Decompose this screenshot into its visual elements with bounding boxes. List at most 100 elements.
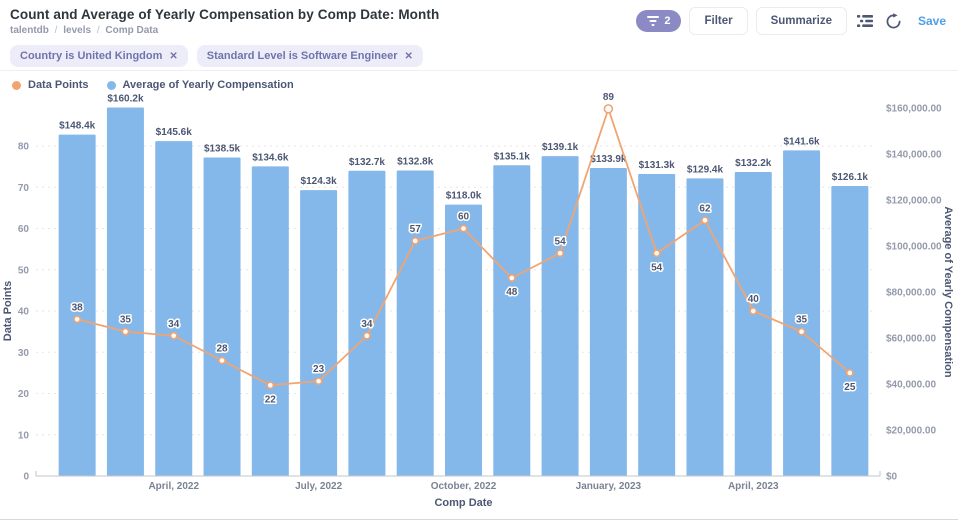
point-8[interactable] xyxy=(459,224,468,233)
right-tick-label: $60,000.00 xyxy=(886,334,936,345)
bar-7[interactable] xyxy=(396,170,434,476)
left-tick-label: 10 xyxy=(18,430,30,441)
bar-value-label: $135.1k xyxy=(494,151,531,162)
refresh-button[interactable] xyxy=(883,11,904,32)
bar-16[interactable] xyxy=(831,185,869,476)
point-0[interactable] xyxy=(73,315,82,324)
header: Count and Average of Yearly Compensation… xyxy=(0,0,958,76)
legend-label: Average of Yearly Compensation xyxy=(122,79,294,91)
bar-12[interactable] xyxy=(638,174,676,476)
summarize-button[interactable]: Summarize xyxy=(755,7,847,35)
right-tick-label: $40,000.00 xyxy=(886,380,936,391)
x-tick-label: April, 2023 xyxy=(728,481,779,492)
bar-15[interactable] xyxy=(783,150,821,476)
filter-chip-label: Standard Level is Software Engineer xyxy=(206,50,398,62)
bar-value-label: $118.0k xyxy=(446,191,482,202)
right-tick-label: $140,000.00 xyxy=(886,150,942,161)
point-16[interactable] xyxy=(845,368,854,377)
bar-value-label: $132.7k xyxy=(349,157,386,168)
chart-legend: Data Points Average of Yearly Compensati… xyxy=(12,79,294,91)
point-12[interactable] xyxy=(652,249,661,258)
left-tick-label: 80 xyxy=(18,142,30,153)
point-11[interactable] xyxy=(603,104,614,114)
right-tick-label: $0 xyxy=(886,472,898,483)
bar-series: $148.4k $160.2k $145.6k $138.5k $134.6k $124.… xyxy=(58,94,869,477)
breadcrumb[interactable]: talentdb / levels / Comp Data xyxy=(10,25,439,36)
bar-4[interactable] xyxy=(251,166,289,477)
breadcrumb-separator: / xyxy=(96,25,100,36)
legend-label: Data Points xyxy=(28,79,89,91)
breadcrumb-table[interactable]: Comp Data xyxy=(105,25,159,36)
point-4[interactable] xyxy=(266,381,275,390)
point-13[interactable] xyxy=(701,216,709,225)
header-actions: 2 Filter Summarize xyxy=(636,7,946,35)
point-1[interactable] xyxy=(121,327,130,336)
bar-value-label: $160.2k xyxy=(107,94,144,105)
left-tick-label: 0 xyxy=(23,472,29,483)
left-tick-label: 20 xyxy=(18,389,30,400)
bar-2[interactable] xyxy=(155,141,193,476)
notebook-icon xyxy=(856,14,873,28)
bar-0[interactable] xyxy=(58,134,96,476)
point-3[interactable] xyxy=(218,356,226,365)
title-block: Count and Average of Yearly Compensation… xyxy=(10,7,439,36)
filter-count: 2 xyxy=(664,15,671,27)
filter-chip-country[interactable]: Country is United Kingdom ✕ xyxy=(10,45,188,67)
right-tick-label: $160,000.00 xyxy=(886,104,942,115)
bar-value-label: $124.3k xyxy=(301,176,338,187)
x-axis-ticks: April, 2022 July, 2022 October, 2022 Januar… xyxy=(148,481,779,492)
left-axis-title: Data Points xyxy=(2,281,14,342)
point-9[interactable] xyxy=(507,274,516,282)
filter-chips: Country is United Kingdom ✕ Standard Lev… xyxy=(10,45,946,76)
left-axis-ticks: 0 10 20 30 40 50 60 70 80 xyxy=(18,142,30,483)
bar-10[interactable] xyxy=(541,156,579,476)
bar-value-label: $131.3k xyxy=(639,160,676,171)
bar-14[interactable] xyxy=(734,171,772,476)
point-14[interactable] xyxy=(749,307,758,315)
bar-3[interactable] xyxy=(203,157,241,476)
filter-count-pill[interactable]: 2 xyxy=(636,10,682,32)
right-tick-label: $20,000.00 xyxy=(886,426,936,437)
filter-button[interactable]: Filter xyxy=(689,7,748,35)
point-7[interactable] xyxy=(411,236,420,245)
x-tick-label: July, 2022 xyxy=(295,481,343,492)
bar-1[interactable] xyxy=(106,107,144,476)
left-tick-label: 30 xyxy=(18,348,30,359)
bar-value-label: $129.4k xyxy=(687,164,724,175)
bar-6[interactable] xyxy=(348,170,386,477)
filter-chip-standard-level[interactable]: Standard Level is Software Engineer ✕ xyxy=(196,45,423,67)
point-15[interactable] xyxy=(797,327,806,336)
bar-8[interactable] xyxy=(445,204,482,476)
right-tick-label: $80,000.00 xyxy=(886,288,936,299)
funnel-icon xyxy=(647,16,660,26)
breadcrumb-separator: / xyxy=(54,25,58,36)
bar-value-label: $148.4k xyxy=(59,121,96,132)
bar-value-label: $132.8k xyxy=(397,157,434,168)
legend-item-data-points[interactable]: Data Points xyxy=(12,79,89,91)
left-tick-label: 50 xyxy=(18,265,30,276)
bar-value-label: $132.2k xyxy=(735,158,772,169)
breadcrumb-schema[interactable]: levels xyxy=(63,25,92,36)
bar-5[interactable] xyxy=(300,190,338,477)
legend-item-avg-compensation[interactable]: Average of Yearly Compensation xyxy=(106,79,294,91)
bar-value-label: $141.6k xyxy=(783,136,820,147)
header-divider xyxy=(0,70,958,71)
point-6[interactable] xyxy=(363,331,371,340)
x-tick-label: April, 2022 xyxy=(148,481,199,492)
point-10[interactable] xyxy=(556,249,564,258)
right-tick-label: $120,000.00 xyxy=(886,196,942,207)
left-tick-label: 60 xyxy=(18,224,30,235)
point-5[interactable] xyxy=(314,377,323,386)
bar-11[interactable] xyxy=(589,168,627,476)
remove-filter-icon[interactable]: ✕ xyxy=(404,50,413,62)
point-2[interactable] xyxy=(169,331,178,340)
bar-value-label: $134.6k xyxy=(252,152,289,163)
remove-filter-icon[interactable]: ✕ xyxy=(169,50,178,62)
legend-dot-blue xyxy=(106,80,116,90)
refresh-icon xyxy=(885,12,902,30)
breadcrumb-database[interactable]: talentdb xyxy=(10,25,49,36)
notebook-editor-button[interactable] xyxy=(855,12,875,30)
bar-9[interactable] xyxy=(493,165,531,476)
save-button[interactable]: Save xyxy=(917,14,946,28)
